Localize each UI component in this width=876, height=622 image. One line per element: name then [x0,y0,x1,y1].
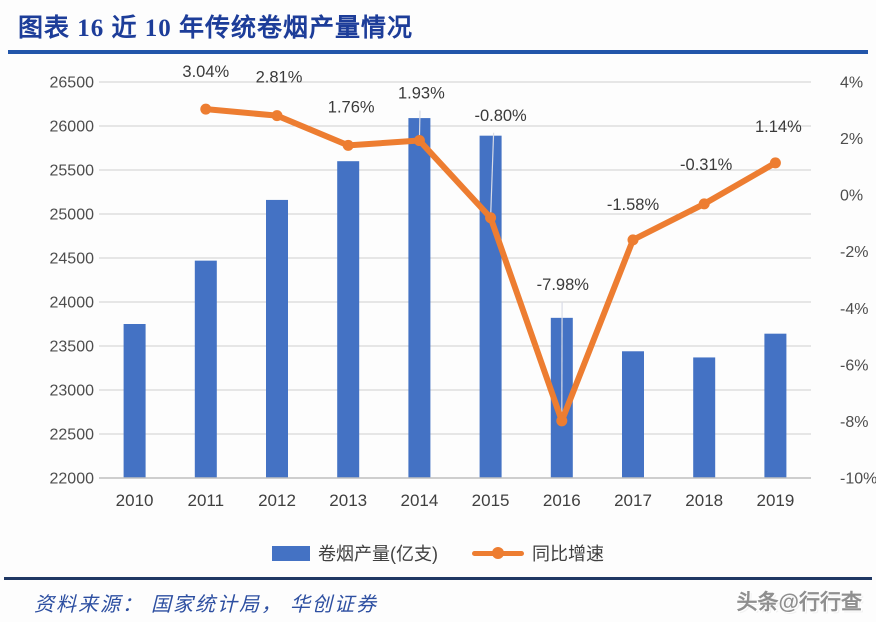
growth-label: 1.14% [755,118,802,136]
x-tick-label: 2015 [472,491,510,510]
left-tick-label: 24500 [50,251,95,268]
line-marker [627,234,639,246]
x-tick-label: 2017 [614,491,652,510]
right-tick-label: -10% [840,471,876,488]
chart-canvas: 26500 26000 25500 25000 24500 24000 23500 23000… [50,63,876,510]
bar-2012 [266,199,288,479]
left-tick-label: 24000 [50,295,95,312]
growth-label: -1.58% [607,196,660,214]
x-tick-label: 2019 [756,491,794,510]
right-tick-label: 2% [840,131,863,148]
line-marker-icon [472,547,524,559]
left-tick-label: 26000 [50,119,95,136]
bar-swatch-icon [272,545,310,561]
growth-label: 3.04% [182,63,229,81]
bar-2018 [693,357,716,478]
data-labels: 3.04% 2.81% 1.76% 1.93% -0.80% -7.98% -1.58% -0… [182,63,802,294]
right-tick-label: -2% [840,244,868,261]
line-marker [769,157,781,169]
right-tick-label: 0% [840,188,863,205]
chart-area: 26500 26000 25500 25000 24500 24000 23500 23000… [0,60,876,520]
bar-2013 [337,161,360,478]
legend-item-growth[interactable]: 同比增速 [472,540,604,566]
right-tick-label: 4% [840,75,863,92]
growth-label: -0.80% [474,107,527,125]
left-tick-label: 25500 [50,163,95,180]
left-tick-label: 22000 [50,471,95,488]
line-marker [698,198,710,210]
x-tick-label: 2010 [116,491,154,510]
line-marker [485,212,497,224]
legend-label-growth: 同比增速 [532,544,604,564]
bar-2017 [622,351,644,478]
x-tick-label: 2018 [685,491,723,510]
left-tick-label: 23500 [50,339,95,356]
bar-2011 [194,260,217,478]
bar-2010 [123,324,146,478]
bar-2014 [408,118,431,478]
x-axis-labels: 2010 2011 2012 2013 2014 2015 2016 2017 2018 2019 [116,491,795,510]
line-marker [342,139,354,151]
left-axis-labels: 26500 26000 25500 25000 24500 24000 23500 23000… [50,75,95,488]
legend-item-production[interactable]: 卷烟产量(亿支) [272,540,438,566]
x-tick-label: 2012 [258,491,296,510]
growth-label: 2.81% [256,69,303,87]
footer-divider [4,577,872,580]
right-tick-label: -4% [840,301,868,318]
growth-label: 1.76% [328,98,375,116]
left-tick-label: 25000 [50,207,95,224]
right-tick-label: -8% [840,414,868,431]
growth-line-series [200,103,781,427]
line-marker [413,135,425,147]
right-axis-labels: 4% 2% 0% -2% -4% -6% -8% -10% [840,75,876,488]
bars-series [123,118,787,479]
x-tick-label: 2013 [329,491,367,510]
title-underline [8,50,868,54]
left-tick-label: 22500 [50,427,95,444]
x-tick-label: 2011 [188,491,225,510]
chart-legend: 卷烟产量(亿支) 同比增速 [272,540,604,566]
right-tick-label: -6% [840,357,868,374]
bar-2019 [764,333,787,478]
growth-label: -0.31% [680,156,733,174]
legend-label-production: 卷烟产量(亿支) [318,544,438,564]
line-marker [556,415,568,427]
line-dot-icon [492,547,504,559]
chart-title: 图表 16 近 10 年传统卷烟产量情况 [18,15,414,42]
x-tick-label: 2016 [543,491,581,510]
source-note: 资料来源： 国家统计局， 华创证券 [34,594,378,616]
left-tick-label: 23000 [50,383,95,400]
x-tick-label: 2014 [400,491,438,510]
growth-label: -7.98% [537,276,590,294]
bar-2015 [479,135,502,478]
line-marker [271,110,283,122]
growth-label: 1.93% [398,85,445,103]
watermark-text: 头条@行行查 [736,591,862,614]
line-marker [200,103,212,115]
left-tick-label: 26500 [50,75,95,92]
